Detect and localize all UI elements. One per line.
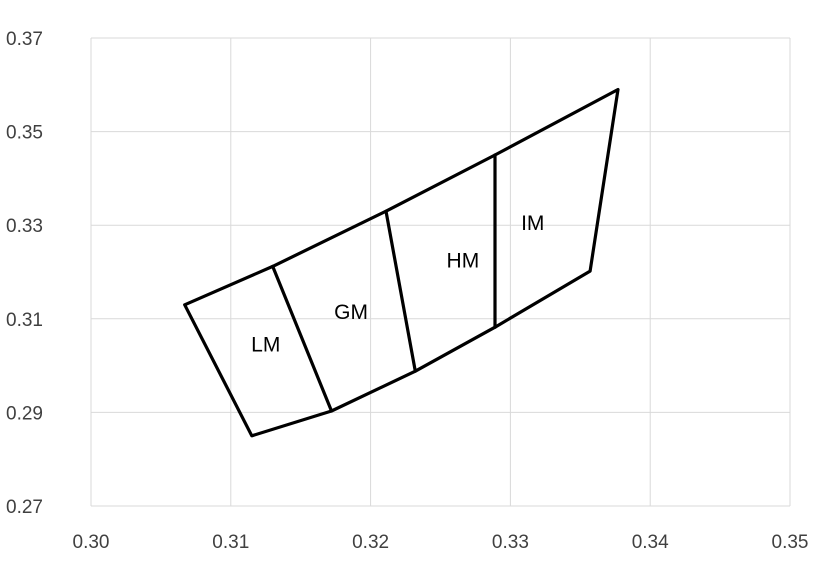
x-tick-label: 0.34 (632, 532, 669, 553)
region-label-hm: HM (447, 249, 480, 272)
axis-layer: 0.30 0.31 0.32 0.33 0.34 0.35 0.27 0.29 0.31 0.33… (6, 29, 808, 553)
region-label-lm: LM (251, 334, 280, 357)
region-label-gm: GM (334, 301, 368, 324)
grid-layer (90, 37, 791, 507)
x-tick-label: 0.30 (73, 532, 110, 553)
x-tick-label: 0.33 (492, 532, 529, 553)
x-tick-label: 0.31 (212, 532, 249, 553)
y-tick-label: 0.35 (6, 123, 43, 144)
x-tick-label: 0.35 (772, 532, 809, 553)
y-tick-label: 0.29 (6, 403, 43, 424)
y-tick-label: 0.33 (6, 216, 43, 237)
x-tick-label: 0.32 (352, 532, 389, 553)
region-label-im: IM (521, 212, 544, 235)
region-divider-line (384, 209, 417, 373)
region-divider-line (271, 264, 334, 413)
annotation-layer: LM GM HM IM (251, 212, 544, 357)
region-outline (183, 87, 620, 438)
y-tick-label: 0.31 (6, 310, 43, 331)
y-tick-label: 0.37 (6, 29, 43, 50)
series-layer (183, 87, 620, 438)
y-tick-label: 0.27 (6, 497, 43, 518)
